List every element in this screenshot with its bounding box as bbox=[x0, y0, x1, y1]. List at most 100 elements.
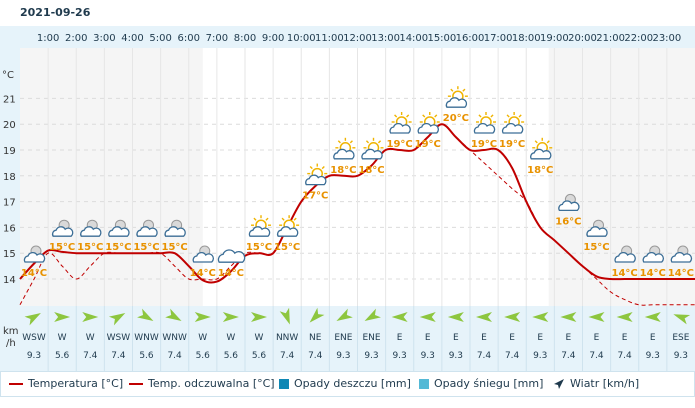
wind-arrow-shape bbox=[336, 308, 353, 321]
cloud-shape bbox=[642, 251, 664, 263]
sun-ray bbox=[321, 166, 325, 170]
cloud-shape bbox=[136, 226, 158, 237]
cloud-moon-icon bbox=[642, 245, 664, 263]
wind-arrow-icon bbox=[554, 379, 564, 389]
temp-data-label: 14°C bbox=[611, 268, 637, 279]
sun-ray bbox=[478, 114, 482, 118]
wind-direction-label: W bbox=[226, 333, 235, 343]
cloud-shape bbox=[558, 200, 580, 212]
legend-temperature-label: Temperatura [°C] bbox=[28, 377, 124, 390]
wind-arrow-icon bbox=[222, 312, 239, 322]
hour-label: 5:00 bbox=[149, 33, 171, 44]
legend-wind[interactable]: Wiatr [km/h] bbox=[553, 377, 639, 390]
hour-label: 2:00 bbox=[65, 33, 87, 44]
cloud-sun-icon bbox=[333, 137, 356, 160]
legend-feels-like-label: Temp. odczuwalna [°C] bbox=[148, 377, 275, 390]
y-unit-label: °C bbox=[2, 70, 14, 81]
legend-temperature-swatch bbox=[9, 383, 23, 385]
temp-data-label: 15°C bbox=[105, 242, 131, 253]
wind-arrow-shape bbox=[82, 312, 99, 322]
legend-rain[interactable]: Opady deszczu [mm] bbox=[279, 377, 411, 390]
wind-arrow-icon bbox=[251, 312, 267, 322]
wind-speed-label: 5.6 bbox=[224, 351, 239, 361]
wind-arrow-shape bbox=[588, 312, 605, 322]
hour-label: 20:00 bbox=[568, 33, 597, 44]
wind-speed-label: 5.6 bbox=[252, 351, 267, 361]
cloud-sun-icon bbox=[248, 215, 271, 237]
wind-direction-label: ESE bbox=[672, 333, 689, 343]
wind-direction-label: W bbox=[58, 333, 67, 343]
wind-arrow-shape bbox=[24, 313, 41, 326]
wind-speed-label: 9.3 bbox=[421, 351, 435, 361]
temp-data-label: 14°C bbox=[640, 268, 666, 279]
temp-data-label: 19°C bbox=[499, 139, 525, 150]
cloud-sun-icon bbox=[361, 137, 384, 160]
temp-data-label: 19°C bbox=[471, 139, 497, 150]
wind-speed-label: 7.4 bbox=[561, 351, 576, 361]
hour-header bbox=[0, 26, 695, 48]
cloud-moon-icon bbox=[614, 245, 636, 263]
cloud-shape bbox=[80, 226, 102, 237]
cloud-moon-icon bbox=[558, 193, 580, 212]
cloud-moon-icon bbox=[80, 219, 102, 237]
cloud-shape bbox=[417, 122, 439, 134]
wind-arrow-icon bbox=[194, 312, 211, 322]
hour-label: 21:00 bbox=[596, 33, 625, 44]
temp-data-label: 20°C bbox=[443, 113, 469, 124]
sun-ray bbox=[462, 88, 466, 92]
y-tick-label: 17 bbox=[3, 198, 16, 209]
cloud-sun-icon bbox=[501, 112, 525, 134]
hour-label: 19:00 bbox=[540, 33, 569, 44]
sun-ray bbox=[253, 217, 257, 221]
wind-arrow-icon bbox=[364, 308, 381, 321]
wind-arrow-icon bbox=[137, 308, 154, 321]
wind-direction-label: E bbox=[566, 333, 572, 343]
sun-ray bbox=[377, 140, 382, 144]
hour-label: 22:00 bbox=[624, 33, 653, 44]
plot-day-band bbox=[202, 48, 549, 306]
sun-ray bbox=[337, 140, 341, 144]
wind-speed-label: 9.3 bbox=[674, 351, 688, 361]
cloud-shape bbox=[361, 148, 383, 160]
sun-ray bbox=[365, 140, 370, 144]
y-tick-label: 19 bbox=[3, 146, 16, 157]
legend-temperature[interactable]: Temperatura [°C] bbox=[9, 377, 123, 390]
wind-arrow-icon bbox=[419, 312, 436, 322]
cloud-shape bbox=[217, 249, 246, 263]
temp-data-label: 14°C bbox=[668, 268, 694, 279]
cloud-shape bbox=[614, 251, 636, 263]
temp-data-label: 15°C bbox=[161, 242, 187, 253]
wind-arrow-shape bbox=[165, 308, 182, 321]
legend-snow[interactable]: Opady śniegu [mm] bbox=[419, 377, 543, 390]
wind-speed-label: 7.4 bbox=[477, 351, 492, 361]
legend-rain-label: Opady deszczu [mm] bbox=[294, 377, 411, 390]
wind-arrow-shape bbox=[391, 312, 408, 322]
wind-arrow-shape bbox=[673, 314, 691, 325]
wind-arrow-icon bbox=[165, 308, 182, 321]
wind-direction-label: W bbox=[198, 333, 207, 343]
wind-direction-label: E bbox=[622, 333, 628, 343]
legend-feels-like[interactable]: Temp. odczuwalna [°C] bbox=[129, 377, 275, 390]
temp-data-label: 18°C bbox=[527, 165, 553, 176]
temp-data-label: 14°C bbox=[21, 268, 47, 279]
wind-arrow-shape bbox=[644, 312, 661, 322]
wind-arrow-shape bbox=[560, 312, 577, 322]
temp-data-label: 15°C bbox=[274, 242, 300, 253]
sun-ray bbox=[394, 114, 398, 118]
temp-data-label: 19°C bbox=[415, 139, 441, 150]
wind-arrow-icon bbox=[391, 312, 408, 322]
hour-label: 8:00 bbox=[234, 33, 256, 44]
cloud-shape bbox=[333, 148, 355, 160]
wind-direction-label: E bbox=[594, 333, 600, 343]
wind-speed-label: 9.3 bbox=[392, 351, 406, 361]
hour-label: 14:00 bbox=[399, 33, 428, 44]
wind-arrow-shape bbox=[279, 307, 290, 325]
wind-direction-label: NNW bbox=[276, 333, 298, 343]
wind-arrow-shape bbox=[251, 312, 267, 322]
cloud-sun-icon bbox=[305, 163, 328, 186]
cloud-shape bbox=[305, 174, 327, 186]
cloud-shape bbox=[108, 226, 130, 237]
wind-arrow-shape bbox=[504, 312, 521, 322]
y-tick-label: 15 bbox=[3, 249, 16, 260]
wind-arrow-icon bbox=[54, 312, 71, 322]
